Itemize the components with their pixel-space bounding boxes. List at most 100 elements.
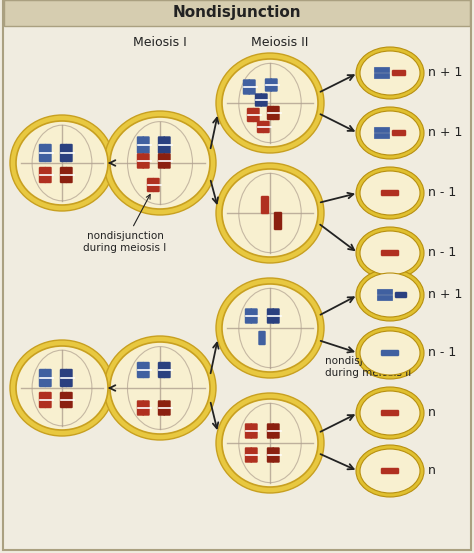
Ellipse shape (360, 391, 420, 435)
FancyBboxPatch shape (267, 106, 274, 120)
FancyBboxPatch shape (137, 137, 144, 154)
Ellipse shape (222, 399, 318, 487)
FancyBboxPatch shape (137, 154, 144, 169)
FancyBboxPatch shape (45, 167, 52, 183)
FancyBboxPatch shape (245, 447, 252, 462)
FancyBboxPatch shape (65, 167, 73, 183)
FancyBboxPatch shape (39, 167, 46, 183)
FancyBboxPatch shape (273, 424, 280, 439)
Ellipse shape (360, 331, 420, 375)
FancyBboxPatch shape (381, 468, 399, 474)
FancyBboxPatch shape (265, 79, 272, 91)
Text: n - 1: n - 1 (428, 186, 456, 200)
FancyBboxPatch shape (164, 400, 171, 415)
FancyBboxPatch shape (250, 447, 257, 462)
Text: n: n (428, 406, 436, 420)
FancyBboxPatch shape (395, 292, 407, 298)
FancyBboxPatch shape (153, 178, 159, 192)
Ellipse shape (356, 387, 424, 439)
FancyBboxPatch shape (274, 212, 282, 230)
FancyBboxPatch shape (164, 154, 171, 169)
FancyBboxPatch shape (257, 121, 264, 133)
FancyBboxPatch shape (143, 154, 149, 169)
FancyBboxPatch shape (377, 295, 393, 301)
FancyBboxPatch shape (377, 289, 393, 295)
FancyBboxPatch shape (381, 350, 399, 356)
Ellipse shape (222, 59, 318, 147)
FancyBboxPatch shape (263, 121, 270, 133)
Text: nondisjunction
during meiosis I: nondisjunction during meiosis I (83, 195, 167, 253)
Ellipse shape (360, 171, 420, 215)
FancyBboxPatch shape (248, 80, 255, 95)
FancyBboxPatch shape (247, 108, 254, 122)
FancyBboxPatch shape (45, 392, 52, 408)
FancyBboxPatch shape (39, 392, 46, 408)
FancyBboxPatch shape (271, 79, 277, 91)
Text: Nondisjunction: Nondisjunction (173, 6, 301, 20)
FancyBboxPatch shape (65, 369, 73, 387)
Text: nondisjunction
during meiosis II: nondisjunction during meiosis II (325, 356, 411, 378)
FancyBboxPatch shape (158, 400, 165, 415)
Ellipse shape (104, 336, 216, 440)
FancyBboxPatch shape (374, 73, 390, 79)
Text: Meiosis II: Meiosis II (251, 36, 309, 50)
Ellipse shape (360, 449, 420, 493)
FancyBboxPatch shape (45, 144, 52, 162)
FancyBboxPatch shape (255, 93, 262, 107)
Ellipse shape (110, 342, 210, 434)
FancyBboxPatch shape (258, 331, 265, 345)
Ellipse shape (110, 117, 210, 209)
FancyBboxPatch shape (381, 410, 399, 416)
FancyBboxPatch shape (273, 447, 280, 462)
Text: n - 1: n - 1 (428, 247, 456, 259)
Text: n + 1: n + 1 (428, 127, 462, 139)
FancyBboxPatch shape (39, 369, 46, 387)
Ellipse shape (222, 169, 318, 257)
FancyBboxPatch shape (273, 106, 280, 120)
Text: n + 1: n + 1 (428, 289, 462, 301)
FancyBboxPatch shape (381, 250, 399, 256)
Ellipse shape (104, 111, 216, 215)
Ellipse shape (356, 47, 424, 99)
Ellipse shape (356, 227, 424, 279)
Ellipse shape (216, 278, 324, 378)
Text: Meiosis I: Meiosis I (133, 36, 187, 50)
FancyBboxPatch shape (60, 369, 67, 387)
FancyBboxPatch shape (250, 309, 257, 324)
FancyBboxPatch shape (253, 108, 259, 122)
Ellipse shape (356, 167, 424, 219)
FancyBboxPatch shape (164, 137, 171, 154)
FancyBboxPatch shape (267, 424, 274, 439)
Text: n - 1: n - 1 (428, 347, 456, 359)
FancyBboxPatch shape (143, 400, 149, 415)
FancyBboxPatch shape (245, 424, 252, 439)
FancyBboxPatch shape (250, 424, 257, 439)
FancyBboxPatch shape (158, 137, 165, 154)
FancyBboxPatch shape (60, 144, 67, 162)
Ellipse shape (360, 111, 420, 155)
FancyBboxPatch shape (164, 362, 171, 378)
FancyBboxPatch shape (158, 154, 165, 169)
FancyBboxPatch shape (261, 93, 267, 107)
FancyBboxPatch shape (392, 130, 406, 136)
FancyBboxPatch shape (267, 447, 274, 462)
Ellipse shape (356, 107, 424, 159)
FancyBboxPatch shape (65, 392, 73, 408)
Ellipse shape (216, 53, 324, 153)
FancyBboxPatch shape (392, 70, 406, 76)
FancyBboxPatch shape (143, 137, 149, 154)
Ellipse shape (356, 445, 424, 497)
FancyBboxPatch shape (147, 178, 154, 192)
FancyBboxPatch shape (374, 127, 390, 133)
FancyBboxPatch shape (45, 369, 52, 387)
FancyBboxPatch shape (374, 133, 390, 139)
FancyBboxPatch shape (39, 144, 46, 162)
FancyBboxPatch shape (137, 400, 144, 415)
FancyBboxPatch shape (60, 167, 67, 183)
Text: n: n (428, 465, 436, 477)
FancyBboxPatch shape (381, 190, 399, 196)
FancyBboxPatch shape (374, 67, 390, 73)
Ellipse shape (10, 340, 114, 436)
Ellipse shape (16, 121, 108, 205)
FancyBboxPatch shape (158, 362, 165, 378)
